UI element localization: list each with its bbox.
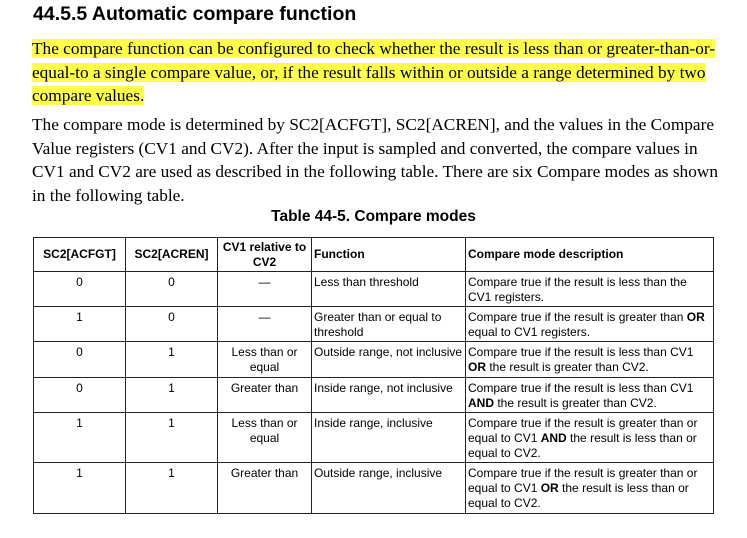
description-text: Compare true if the result is greater th… xyxy=(468,416,698,445)
cell-rel: — xyxy=(217,271,312,307)
cell-description: Compare true if the result is less than … xyxy=(465,377,714,413)
description-text: Compare true if the result is less than … xyxy=(468,381,694,395)
header-acren: SC2[ACREN] xyxy=(125,237,218,272)
header-function: Function xyxy=(311,237,466,272)
cell-acren: 0 xyxy=(125,271,218,307)
cell-acfgt: 0 xyxy=(33,341,126,378)
description-text: the result is less than or equal to CV2. xyxy=(468,481,689,510)
table-row: 0 1 Less than or equal Outside range, not i… xyxy=(33,341,714,378)
header-cv1-relative: CV1 relative to CV2 xyxy=(217,237,312,272)
cell-func: Less than threshold xyxy=(311,271,466,307)
cell-rel: — xyxy=(217,306,312,342)
cell-func: Outside range, not inclusive xyxy=(311,341,466,378)
header-acfgt: SC2[ACFGT] xyxy=(33,237,126,272)
table-caption: Table 44-5. Compare modes xyxy=(271,208,476,225)
cell-acfgt: 1 xyxy=(33,412,126,463)
cell-acren: 0 xyxy=(125,306,218,342)
cell-func: Inside range, not inclusive xyxy=(311,377,466,413)
bold-keyword: AND xyxy=(540,431,567,445)
bold-keyword: OR xyxy=(468,360,486,374)
description-text: the result is less than or equal to CV2. xyxy=(468,431,697,460)
description-text: equal to CV1 registers. xyxy=(468,325,591,339)
paragraph-highlighted: The compare function can be configured t… xyxy=(32,37,722,108)
table-row: 0 1 Greater than Inside range, not inclusiv… xyxy=(33,377,714,413)
section-heading: 44.5.5 Automatic compare function xyxy=(33,3,357,25)
cell-rel: Less than or equal xyxy=(217,412,312,463)
table-row: 1 1 Greater than Outside range, inclusive Co… xyxy=(33,462,714,514)
cell-func: Inside range, inclusive xyxy=(311,412,466,463)
cell-acfgt: 0 xyxy=(33,271,126,307)
cell-acren: 1 xyxy=(125,377,218,413)
description-text: Compare true if the result is greater th… xyxy=(468,310,687,324)
cell-acren: 1 xyxy=(125,412,218,463)
table-header-row: SC2[ACFGT] SC2[ACREN] CV1 relative to CV… xyxy=(33,237,714,272)
cell-description: Compare true if the result is less than … xyxy=(465,271,714,307)
header-description: Compare mode description xyxy=(465,237,714,272)
cell-func: Greater than or equal to threshold xyxy=(311,306,466,342)
cell-func: Outside range, inclusive xyxy=(311,462,466,514)
description-text: the result is greater than CV2. xyxy=(494,396,657,410)
description-text: Compare true if the result is greater th… xyxy=(468,466,698,495)
bold-keyword: AND xyxy=(468,396,494,410)
cell-acren: 1 xyxy=(125,341,218,378)
paragraph-compare-mode: The compare mode is determined by SC2[AC… xyxy=(32,115,718,205)
table-row: 1 0— Greater than or equal to threshold Com… xyxy=(33,306,714,342)
table-row: 1 1 Less than or equal Inside range, inclus… xyxy=(33,412,714,463)
table-row: 0 0— Less than threshold Compare true if th… xyxy=(33,271,714,307)
description-text: the result is greater than CV2. xyxy=(486,360,649,374)
description-text: Compare true if the result is less than … xyxy=(468,345,694,359)
description-text: Compare true if the result is less than … xyxy=(468,275,687,304)
cell-rel: Less than or equal xyxy=(217,341,312,378)
compare-modes-table: SC2[ACFGT] SC2[ACREN] CV1 relative to CV… xyxy=(33,237,714,514)
bold-keyword: OR xyxy=(686,310,705,324)
cell-acfgt: 1 xyxy=(33,462,126,514)
cell-description: Compare true if the result is greater th… xyxy=(465,412,714,463)
cell-description: Compare true if the result is less than … xyxy=(465,341,714,378)
cell-rel: Greater than xyxy=(217,462,312,514)
cell-description: Compare true if the result is greater th… xyxy=(465,306,714,342)
bold-keyword: OR xyxy=(540,481,559,495)
cell-acfgt: 0 xyxy=(33,377,126,413)
cell-acren: 1 xyxy=(125,462,218,514)
cell-description: Compare true if the result is greater th… xyxy=(465,462,714,514)
cell-rel: Greater than xyxy=(217,377,312,413)
cell-acfgt: 1 xyxy=(33,306,126,342)
highlighted-text: The compare function can be configured t… xyxy=(32,39,716,105)
